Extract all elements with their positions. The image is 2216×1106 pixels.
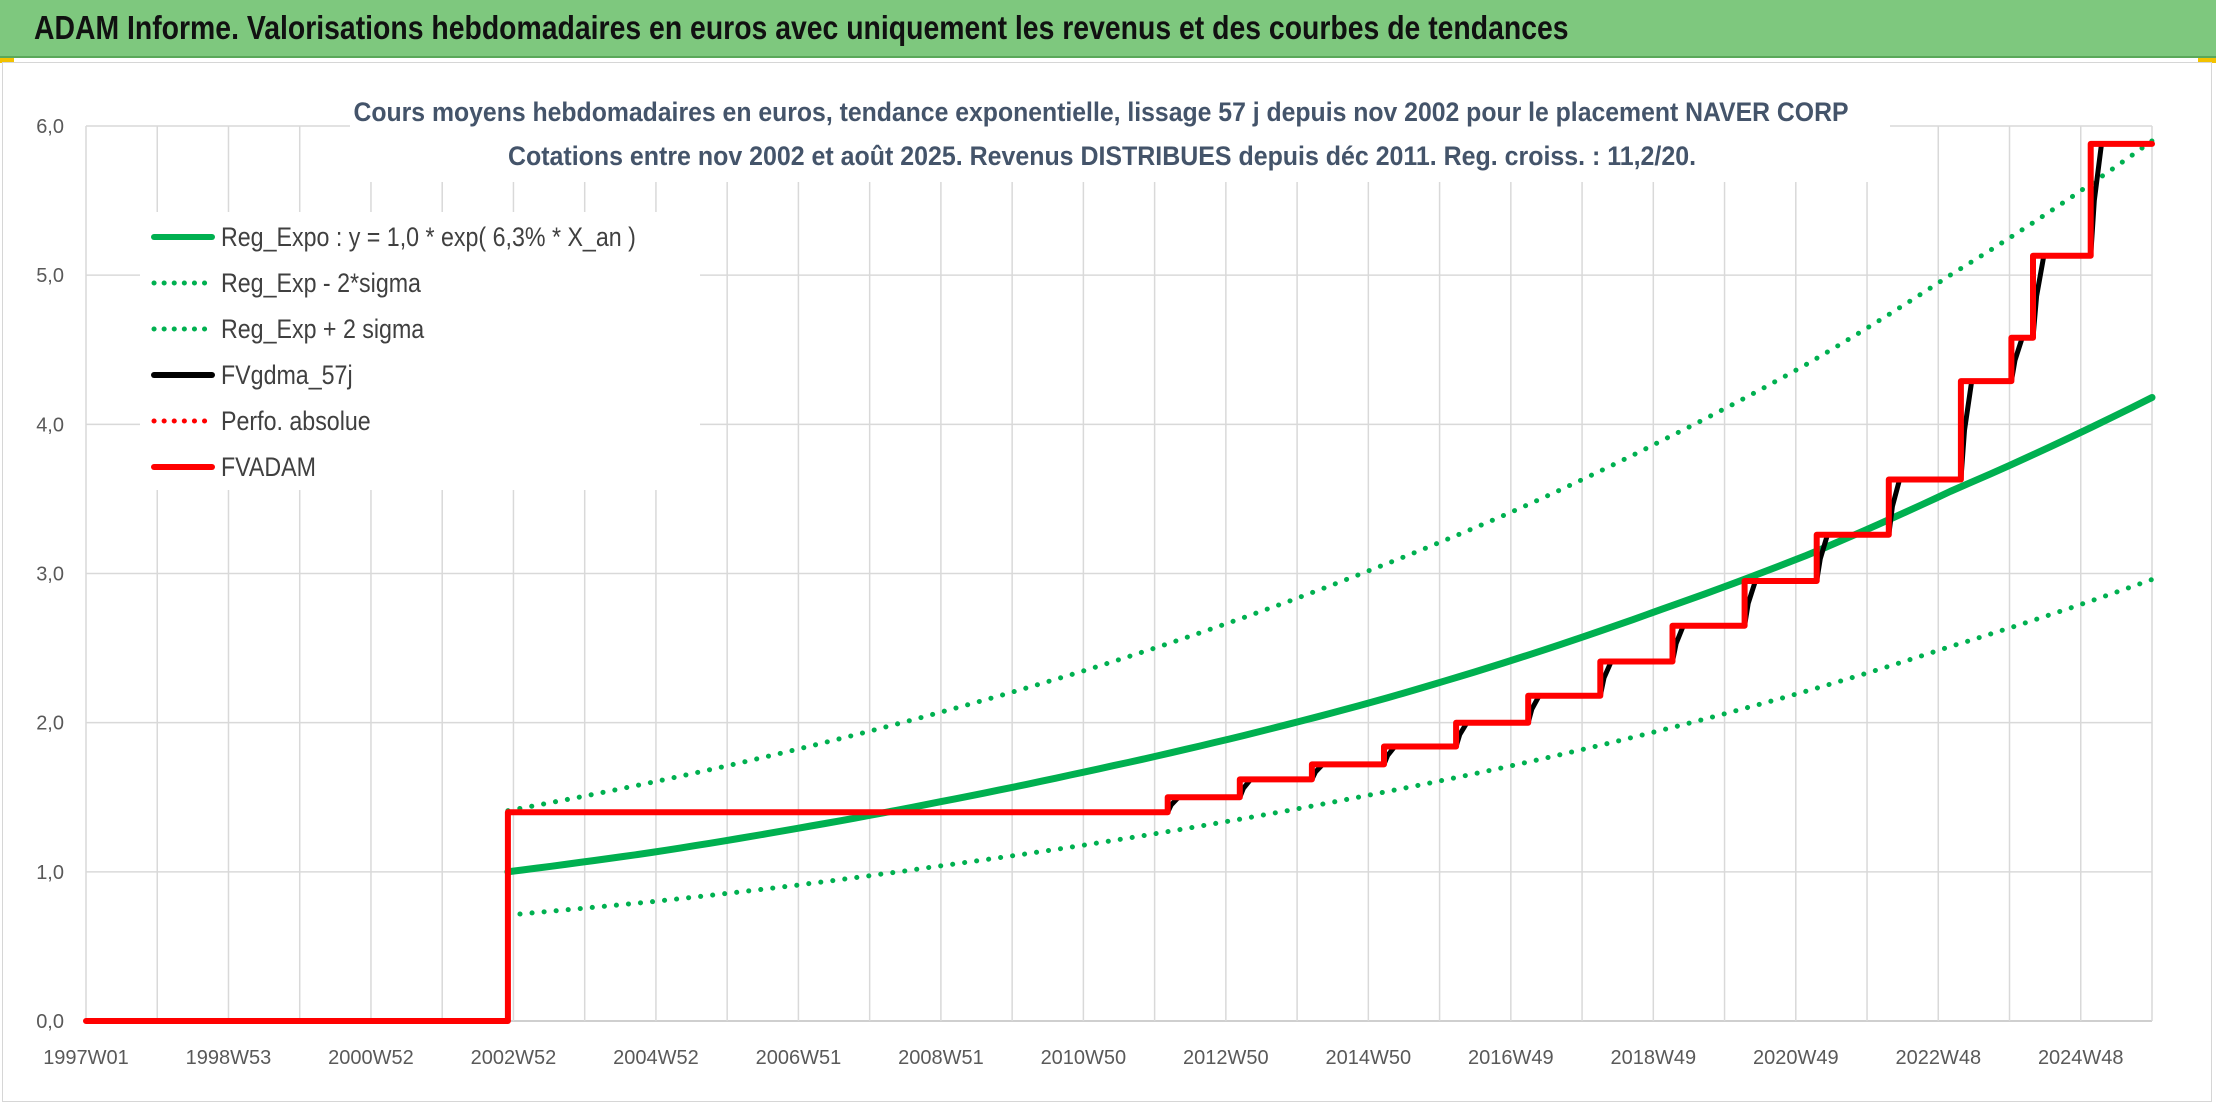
corner-marker-left xyxy=(0,58,14,63)
x-tick-label: 2000W52 xyxy=(328,1047,414,1069)
chart-title-line-1: Cours moyens hebdomadaires en euros, ten… xyxy=(354,97,1849,127)
y-tick-label: 0,0 xyxy=(36,1011,64,1033)
y-tick-label: 5,0 xyxy=(36,265,64,287)
y-tick-label: 4,0 xyxy=(36,414,64,436)
series-line-2 xyxy=(505,138,2155,814)
x-axis-tick-labels: 1997W01 1998W53 2000W52 2002W52 2004W52 2006W… xyxy=(43,1047,2123,1069)
report-banner: ADAM Informe. Valorisations hebdomadaire… xyxy=(0,0,2216,58)
y-tick-label: 6,0 xyxy=(36,116,64,138)
chart-title-line-2: Cotations entre nov 2002 et août 2025. R… xyxy=(508,141,1696,171)
x-tick-label: 2016W49 xyxy=(1468,1047,1554,1069)
legend: Reg_Expo : y = 1,0 * exp( 6,3% * X_an ) R… xyxy=(140,212,700,490)
chart-title-background xyxy=(350,86,1890,182)
legend-label: FVgdma_57j xyxy=(221,360,353,390)
series-lines xyxy=(83,138,2156,1024)
x-tick-label: 2006W51 xyxy=(756,1047,842,1069)
gridlines xyxy=(85,125,2153,1022)
legend-background xyxy=(140,212,700,490)
x-tick-label: 1997W01 xyxy=(43,1047,129,1069)
x-tick-label: 2014W50 xyxy=(1326,1047,1412,1069)
legend-label: Perfo. absolue xyxy=(221,406,371,436)
corner-marker-right xyxy=(2198,58,2216,63)
legend-label: Reg_Exp - 2*sigma xyxy=(221,268,421,298)
y-axis-tick-labels: 0,0 1,0 2,0 3,0 4,0 5,0 6,0 xyxy=(36,116,64,1033)
series-line-1 xyxy=(505,577,2155,918)
x-tick-label: 2018W49 xyxy=(1610,1047,1696,1069)
x-tick-label: 2008W51 xyxy=(898,1047,984,1069)
legend-label: FVADAM xyxy=(221,452,316,482)
x-tick-label: 2002W52 xyxy=(471,1047,557,1069)
series-line-0 xyxy=(504,394,2156,876)
x-tick-label: 2024W48 xyxy=(2038,1047,2124,1069)
series-line-5 xyxy=(83,140,2155,1024)
x-tick-label: 2010W50 xyxy=(1041,1047,1127,1069)
x-tick-label: 2012W50 xyxy=(1183,1047,1269,1069)
x-tick-label: 2022W48 xyxy=(1895,1047,1981,1069)
legend-label: Reg_Expo : y = 1,0 * exp( 6,3% * X_an ) xyxy=(221,222,636,252)
legend-label: Reg_Exp + 2 sigma xyxy=(221,314,424,344)
y-tick-label: 3,0 xyxy=(36,564,64,586)
chart-frame xyxy=(2,62,2212,1102)
y-tick-label: 1,0 xyxy=(36,862,64,884)
x-tick-label: 1998W53 xyxy=(186,1047,272,1069)
x-tick-label: 2004W52 xyxy=(613,1047,699,1069)
y-tick-label: 2,0 xyxy=(36,713,64,735)
report-title: ADAM Informe. Valorisations hebdomadaire… xyxy=(34,9,1569,46)
x-tick-label: 2020W49 xyxy=(1753,1047,1839,1069)
